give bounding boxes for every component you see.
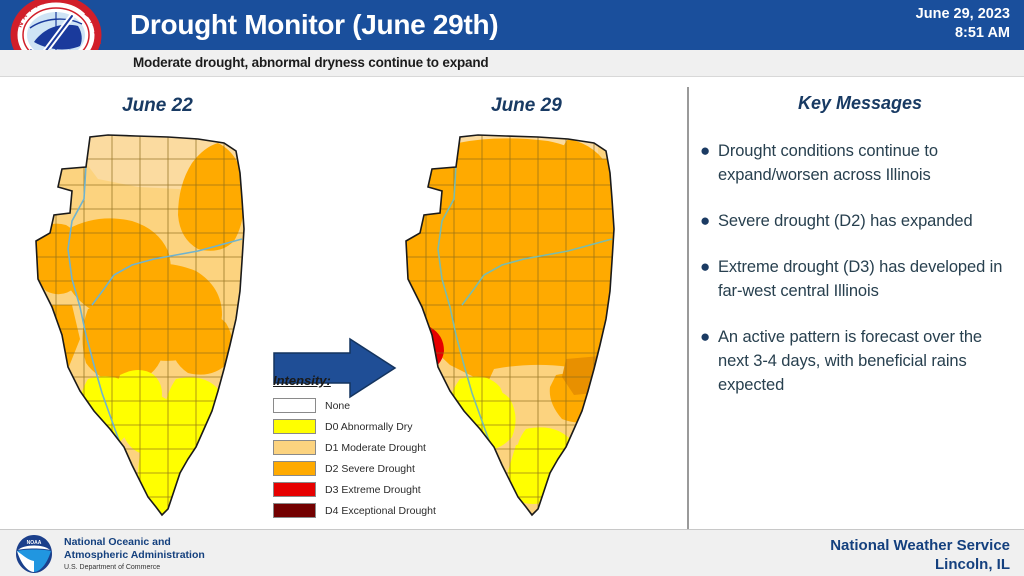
noaa-logo: NOAA <box>16 535 52 573</box>
bullet-icon: ● <box>700 257 711 276</box>
svg-text:L: L <box>66 0 73 6</box>
svg-text:N: N <box>48 0 55 4</box>
key-messages-title: Key Messages <box>797 93 923 113</box>
header-time: 8:51 AM <box>954 25 1010 41</box>
footer-office: National Weather Service Lincoln, IL <box>830 536 1010 574</box>
footer-bar: NOAA National Oceanic and Atmospheric Ad… <box>0 529 1024 576</box>
legend-item-d3: D3 Extreme Drought <box>273 479 453 500</box>
key-message-item: ● Drought conditions continue to expand/… <box>700 139 1016 187</box>
key-message-item: ● Extreme drought (D3) has developed in … <box>700 255 1016 303</box>
key-message-text: Drought conditions continue to expand/wo… <box>718 142 938 184</box>
header-datetime: June 29, 2023 8:51 AM <box>916 5 1010 43</box>
key-message-item: ● An active pattern is forecast over the… <box>700 325 1016 397</box>
header-bar <box>0 0 1024 50</box>
key-message-text: Severe drought (D2) has expanded <box>718 212 973 230</box>
drought-intensity-legend: Intensity: None D0 Abnormally Dry D1 Mod… <box>273 373 453 521</box>
svg-text:O: O <box>39 0 47 7</box>
legend-title: Intensity: <box>273 373 331 388</box>
legend-item-d1: D1 Moderate Drought <box>273 437 453 458</box>
map-title-june22: June 22 <box>122 95 193 116</box>
legend-label-none: None <box>325 399 351 412</box>
svg-text:I: I <box>33 1 39 10</box>
svg-text:N: N <box>15 20 25 29</box>
drought-map-june22 <box>35 134 245 517</box>
key-message-item: ● Severe drought (D2) has expanded <box>700 209 1016 233</box>
legend-item-d4: D4 Exceptional Drought <box>273 500 453 521</box>
svg-text:W: W <box>75 1 86 13</box>
office-name: National Weather Service <box>830 537 1010 554</box>
subtitle-text: Moderate drought, abnormal dryness conti… <box>133 55 489 70</box>
legend-swatch-d3 <box>273 482 316 497</box>
legend-label-d4: D4 Exceptional Drought <box>325 504 436 517</box>
bullet-icon: ● <box>700 141 711 160</box>
legend-swatch-d4 <box>273 503 316 518</box>
svg-text:NOAA: NOAA <box>27 540 42 546</box>
legend-label-d1: D1 Moderate Drought <box>325 441 426 454</box>
legend-swatch-d2 <box>273 461 316 476</box>
legend-label-d0: D0 Abnormally Dry <box>325 420 413 433</box>
legend-swatch-none <box>273 398 316 413</box>
bullet-icon: ● <box>700 327 711 346</box>
noaa-line-3: U.S. Department of Commerce <box>64 564 161 571</box>
svg-text:A: A <box>58 0 64 3</box>
drought-map-june29 <box>405 134 615 517</box>
key-message-text: Extreme drought (D3) has developed in fa… <box>718 258 1003 300</box>
page-title: Drought Monitor (June 29th) <box>130 9 499 40</box>
legend-swatch-d1 <box>273 440 316 455</box>
legend-label-d2: D2 Severe Drought <box>325 462 415 475</box>
office-location: Lincoln, IL <box>935 556 1010 573</box>
legend-item-d0: D0 Abnormally Dry <box>273 416 453 437</box>
header-date: June 29, 2023 <box>915 6 1010 22</box>
transition-arrow-icon <box>273 337 397 399</box>
svg-text:H: H <box>93 38 103 45</box>
content-area: June 22 June 29 <box>0 77 1024 535</box>
svg-text:T: T <box>25 4 34 14</box>
legend-item-d2: D2 Severe Drought <box>273 458 453 479</box>
svg-text:T: T <box>91 28 101 36</box>
map-title-june29: June 29 <box>491 95 562 116</box>
bullet-icon: ● <box>700 211 711 230</box>
svg-text:A: A <box>88 18 99 28</box>
noaa-agency-text: National Oceanic and Atmospheric Adminis… <box>64 536 205 571</box>
noaa-line-1: National Oceanic and <box>64 536 171 548</box>
panel-divider <box>687 87 689 535</box>
legend-label-d3: D3 Extreme Drought <box>325 483 421 496</box>
noaa-line-2: Atmospheric Administration <box>64 548 205 561</box>
legend-swatch-d0 <box>273 419 316 434</box>
subtitle-bar <box>0 50 1024 77</box>
svg-text:A: A <box>19 11 30 21</box>
legend-item-none: None <box>273 395 453 416</box>
key-message-text: An active pattern is forecast over the n… <box>718 328 983 394</box>
key-messages-list: ● Drought conditions continue to expand/… <box>700 139 1016 419</box>
svg-text:E: E <box>83 9 93 19</box>
